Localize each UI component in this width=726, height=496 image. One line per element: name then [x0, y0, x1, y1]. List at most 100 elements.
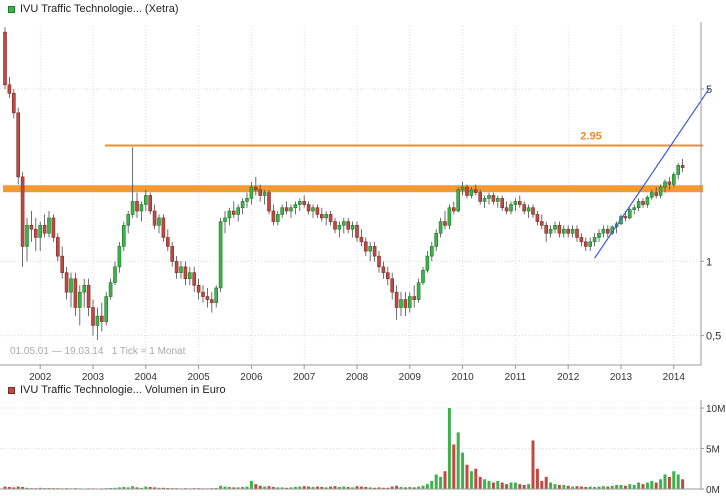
volume-bar: [676, 474, 680, 489]
candle-body: [531, 207, 535, 215]
candle-body: [372, 246, 377, 257]
volume-bar: [3, 486, 7, 489]
candle-body: [438, 221, 443, 234]
volume-bar: [417, 486, 421, 489]
year-label: 2004: [135, 372, 158, 383]
volume-bar: [249, 480, 253, 489]
candle-body: [469, 189, 474, 196]
candle-body: [359, 237, 364, 243]
candle-body: [218, 221, 223, 289]
volume-bar: [254, 484, 258, 489]
volume-bar: [527, 484, 531, 489]
volume-bar: [285, 487, 289, 489]
volume-bar: [144, 486, 148, 489]
candle-body: [227, 210, 232, 219]
candle-body: [126, 214, 130, 226]
candle-body: [166, 237, 170, 247]
price-axis-label: 1: [706, 256, 712, 268]
candle-body: [544, 225, 549, 234]
volume-bar: [681, 479, 685, 489]
volume-bar: [663, 474, 667, 489]
volume-bar: [113, 487, 117, 489]
volume-bar: [315, 486, 319, 489]
candle-body: [434, 232, 439, 247]
volume-bar: [439, 476, 443, 489]
candle-body: [38, 225, 43, 238]
volume-bar: [637, 482, 641, 489]
candle-body: [504, 207, 509, 212]
volume-bar: [452, 444, 456, 489]
volume-bar: [425, 484, 429, 489]
volume-bar: [307, 486, 311, 489]
volume-bar: [355, 486, 359, 489]
year-label: 2002: [29, 372, 52, 383]
candle-body: [214, 287, 218, 303]
candle-body: [78, 291, 82, 308]
candle-body: [280, 207, 285, 215]
candle-body: [267, 192, 271, 212]
volume-bar: [25, 487, 29, 489]
volume-bar: [584, 486, 588, 489]
year-label: 2005: [187, 372, 210, 383]
candle-body: [12, 93, 16, 114]
candle-body: [108, 282, 113, 297]
candle-body: [522, 204, 527, 212]
volume-bar: [412, 487, 416, 489]
candle-body: [597, 232, 601, 238]
candle-body: [210, 299, 214, 303]
candle-body: [355, 225, 359, 238]
candle-body: [399, 299, 403, 308]
volume-bar: [390, 486, 394, 489]
candle-body: [407, 296, 412, 308]
candle-body: [579, 237, 584, 243]
candle-body: [601, 228, 606, 234]
volume-bar: [588, 486, 592, 489]
volume-bar: [623, 485, 627, 489]
volume-bar: [342, 486, 346, 489]
year-label: 2011: [505, 372, 527, 383]
volume-bar: [386, 487, 390, 489]
volume-axis-label: 5M: [706, 445, 720, 456]
volume-series-label: IVU Traffic Technologie... Volumen in Eu…: [20, 384, 226, 396]
candle-body: [174, 261, 179, 273]
volume-bar: [478, 476, 482, 489]
candle-body: [346, 221, 351, 230]
volume-bar: [632, 484, 636, 489]
candle-body: [385, 272, 390, 280]
volume-bar: [500, 482, 504, 489]
candle-body: [192, 272, 196, 286]
volume-bar: [267, 486, 271, 489]
year-label: 2009: [399, 372, 422, 383]
candle-body: [95, 315, 100, 326]
volume-bar: [474, 468, 478, 489]
candle-body: [487, 195, 491, 199]
candle-body: [33, 228, 38, 238]
candle-body: [306, 204, 311, 212]
volume-bar: [469, 471, 473, 489]
volume-bar: [654, 482, 658, 489]
candle-body: [535, 214, 540, 222]
volume-bar: [566, 485, 570, 489]
volume-bar: [333, 486, 337, 489]
volume-chart-legend: IVU Traffic Technologie... Volumen in Eu…: [8, 385, 226, 396]
volume-bar: [381, 487, 385, 489]
candle-body: [104, 296, 108, 322]
candle-body: [566, 228, 571, 234]
candle-body: [636, 201, 641, 209]
candle-body: [196, 284, 201, 293]
candle-body: [293, 204, 298, 209]
volume-bar: [575, 486, 579, 489]
candle-body: [29, 225, 34, 230]
volume-bar: [395, 485, 399, 489]
candle-body: [91, 307, 95, 326]
candle-body: [7, 84, 12, 94]
candle-body: [447, 207, 452, 226]
candle-body: [548, 228, 553, 234]
volume-bar: [329, 486, 333, 489]
volume-bar: [232, 487, 236, 489]
volume-bar: [148, 486, 152, 489]
year-label: 2007: [293, 372, 316, 383]
candle-body: [60, 255, 65, 273]
volume-bar: [434, 474, 438, 489]
